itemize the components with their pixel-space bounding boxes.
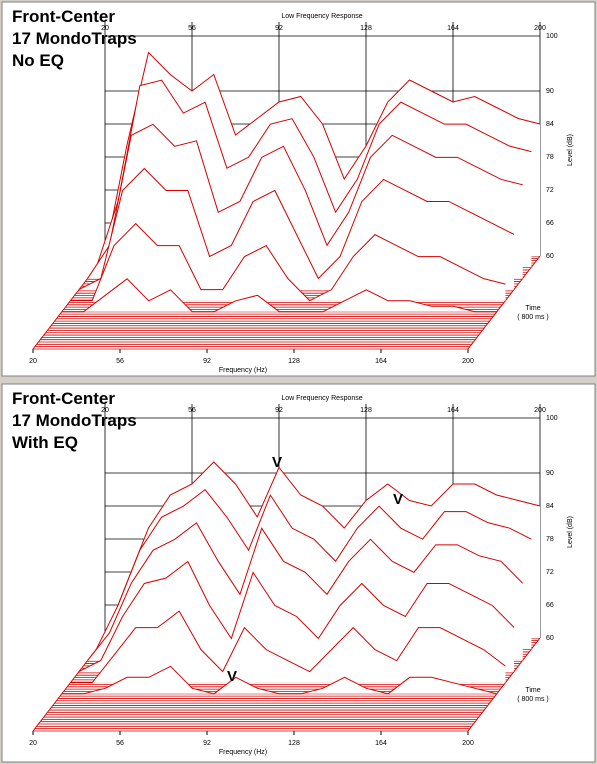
- panel-title: No EQ: [12, 51, 64, 70]
- slice-line: [78, 167, 515, 290]
- x-tick-label-top: 164: [447, 25, 459, 32]
- y-tick-label: 100: [546, 415, 558, 422]
- slice-fill: [61, 278, 497, 312]
- y-tick-label: 100: [546, 33, 558, 40]
- floor-edge: [467, 255, 541, 350]
- y-tick-label: 78: [546, 154, 554, 161]
- y-tick-label: 78: [546, 536, 554, 543]
- x-tick-label: 128: [288, 358, 300, 365]
- y-tick-label: 72: [546, 569, 554, 576]
- x-tick-label: 200: [462, 740, 474, 747]
- slice-line: [95, 488, 532, 650]
- x-tick-label: 92: [203, 740, 211, 747]
- x-tick-label-top: 20: [101, 25, 109, 32]
- slice-line: [87, 522, 524, 661]
- y-tick-label: 90: [546, 470, 554, 477]
- x-tick-label: 20: [29, 358, 37, 365]
- slice-line: [87, 123, 523, 279]
- time-label: Time: [525, 687, 540, 694]
- slice-line: [78, 560, 515, 672]
- panel: 100 90 84 78 72 66 60 20 20 56 56 92 92 128 128 164 164 2…: [1, 1, 596, 377]
- x-tick-label: 164: [375, 740, 387, 747]
- x-tick-label: 92: [203, 358, 211, 365]
- y-tick-label: 66: [546, 220, 554, 227]
- y-tick-label: 60: [546, 635, 554, 642]
- x-axis-label: Frequency (Hz): [219, 367, 267, 374]
- x-tick-label-top: 128: [360, 407, 372, 414]
- x-tick-label-top: 200: [534, 25, 546, 32]
- y-tick-label: 84: [546, 121, 554, 128]
- x-tick-label: 20: [29, 740, 37, 747]
- time-label: ( 800 ms ): [517, 696, 549, 703]
- slice-line: [70, 222, 506, 302]
- x-tick-label-top: 92: [275, 407, 283, 414]
- panel-title: Front-Center: [12, 389, 115, 408]
- slice-fill: [61, 666, 497, 694]
- x-tick-label: 128: [288, 740, 300, 747]
- x-tick-label-top: 200: [534, 407, 546, 414]
- x-tick-label: 56: [116, 740, 124, 747]
- slice-line: [70, 610, 506, 684]
- x-tick-label: 56: [116, 358, 124, 365]
- panel-title: Front-Center: [12, 7, 115, 26]
- y-tick-label: 66: [546, 602, 554, 609]
- annotation: V: [393, 491, 403, 508]
- x-tick-label-top: 56: [188, 25, 196, 32]
- x-tick-label: 164: [375, 358, 387, 365]
- y-tick-label: 72: [546, 187, 554, 194]
- y-tick-label: 84: [546, 503, 554, 510]
- annotation: V: [272, 454, 282, 471]
- panel-title: 17 MondoTraps: [12, 29, 137, 48]
- slice-fill: [70, 611, 506, 683]
- time-label: ( 800 ms ): [517, 314, 549, 321]
- y-tick-label: 60: [546, 253, 554, 260]
- x-tick-label-top: 92: [275, 25, 283, 32]
- top-title: Low Frequency Response: [281, 13, 362, 20]
- x-tick-label: 200: [462, 358, 474, 365]
- slice-line: [95, 79, 532, 268]
- x-tick-label-top: 56: [188, 407, 196, 414]
- panel-title: With EQ: [12, 433, 78, 452]
- y-axis-label: Level (dB): [567, 134, 574, 166]
- y-tick-label: 90: [546, 88, 554, 95]
- x-tick-label-top: 164: [447, 407, 459, 414]
- y-axis-label: Level (dB): [567, 516, 574, 548]
- x-tick-label-top: 128: [360, 25, 372, 32]
- slice-line: [104, 51, 541, 257]
- floor-edge: [467, 637, 541, 732]
- slice-line: [104, 461, 541, 639]
- panel-title: 17 MondoTraps: [12, 411, 137, 430]
- slice-line: [61, 665, 497, 695]
- panel: 100 90 84 78 72 66 60 20 20 56 56 92 92 128 128 164 164 2…: [1, 383, 596, 763]
- slice-line: [61, 278, 497, 313]
- x-tick-label-top: 20: [101, 407, 109, 414]
- x-axis-label: Frequency (Hz): [219, 749, 267, 756]
- annotation: V: [227, 668, 237, 685]
- slice-fill: [70, 223, 506, 301]
- top-title: Low Frequency Response: [281, 395, 362, 402]
- time-label: Time: [525, 305, 540, 312]
